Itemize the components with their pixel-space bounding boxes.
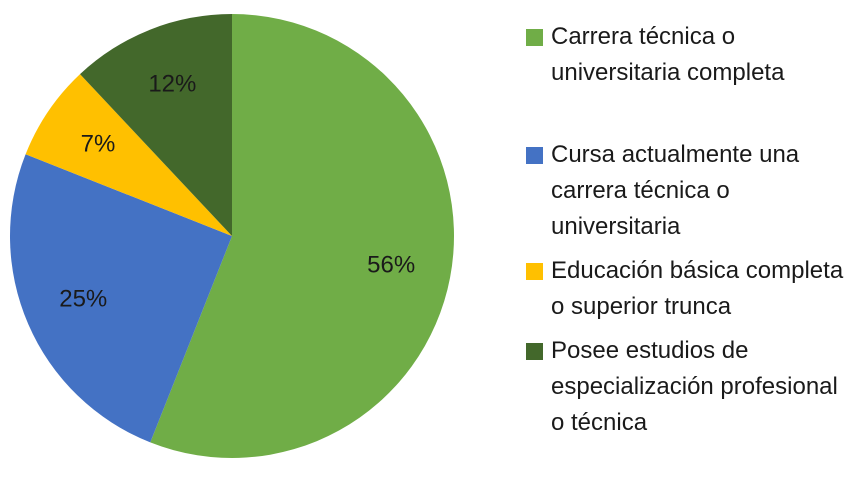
legend-swatch [526, 29, 543, 46]
legend-item: Cursa actualmente una carrera técnica o … [526, 137, 846, 245]
legend-label: Posee estudios de especialización profes… [551, 337, 838, 436]
pie-area: 56% 25% 7% 12% [10, 14, 454, 458]
pie-slice [25, 74, 233, 236]
legend-label: Cursa actualmente una carrera técnica o … [551, 141, 800, 240]
data-label: 7% [81, 130, 116, 157]
legend-swatch [526, 343, 543, 360]
legend-label: Carrera técnica o universitaria completa [551, 23, 785, 86]
legend-label: Educación básica completa o superior tru… [551, 257, 844, 320]
legend-item: Posee estudios de especialización profes… [526, 333, 846, 441]
legend-item: Carrera técnica o universitaria completa [526, 19, 846, 91]
pie-slice [150, 14, 454, 458]
pie-slice [10, 154, 233, 443]
legend: Carrera técnica o universitaria completa… [526, 19, 846, 449]
legend-swatch [526, 263, 543, 280]
data-label: 12% [148, 71, 196, 98]
legend-swatch [526, 147, 543, 164]
legend-item: Educación básica completa o superior tru… [526, 253, 846, 325]
data-label: 56% [367, 252, 415, 279]
data-label: 25% [59, 286, 107, 313]
pie-slice [80, 14, 232, 236]
